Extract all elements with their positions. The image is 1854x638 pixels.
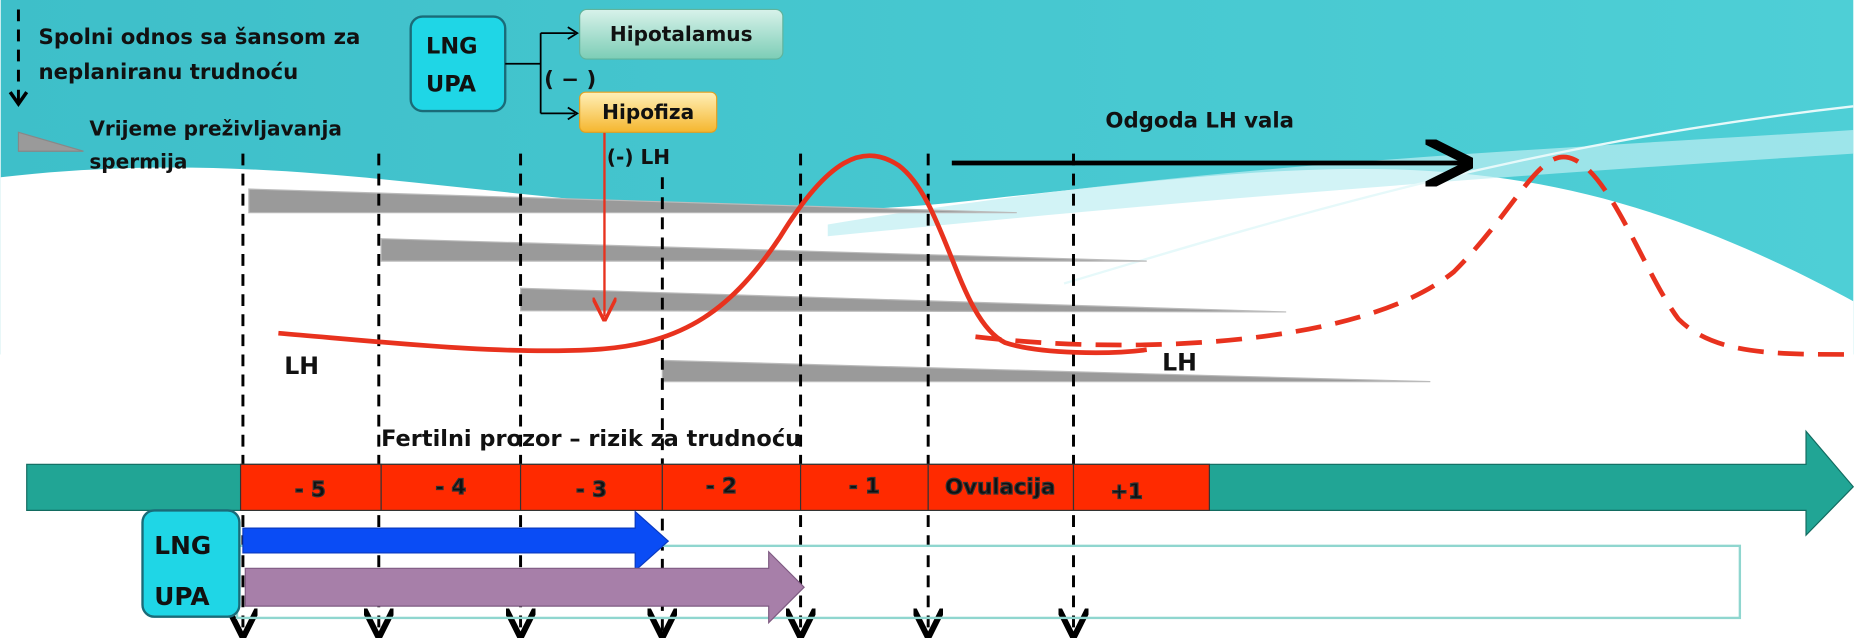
day-label: - 3 <box>576 477 607 502</box>
slide: Spolni odnos sa šansom za neplaniranu tr… <box>0 0 1854 638</box>
day-label: - 2 <box>706 474 737 499</box>
day-label: - 4 <box>435 475 466 500</box>
page: Spolni odnos sa šansom za neplaniranu tr… <box>0 0 1854 638</box>
day-label: - 1 <box>849 474 880 499</box>
delay-label: Odgoda LH vala <box>1105 109 1294 134</box>
day-label: Ovulacija <box>945 475 1055 500</box>
lh-label: LH <box>1162 348 1197 376</box>
legend-sperm: spermija <box>89 150 187 174</box>
lh-label: LH <box>284 352 319 380</box>
fertile-window: Fertilni prozor – rizik za trudnoću <box>381 426 801 452</box>
days: - 5 - 4 - 3 - 2 - 1 Ovulacija +1 <box>241 464 1210 510</box>
drug-label: UPA <box>154 582 210 611</box>
window-drugs: LNG UPA <box>142 510 239 616</box>
inhibition: ( − ) <box>544 67 596 92</box>
legend-intercourse: neplaniranu trudnoću <box>39 60 299 85</box>
legend-sperm: Vrijeme preživljavanja <box>89 116 342 140</box>
drug-label: LNG <box>154 531 211 560</box>
day-label: - 5 <box>295 477 326 502</box>
target: Hipofiza <box>602 100 694 124</box>
drug-label: LNG <box>426 34 478 60</box>
drug-label: UPA <box>426 72 477 98</box>
lh-effect: (-) LH <box>607 145 670 169</box>
target: Hipotalamus <box>610 22 753 46</box>
day-label: +1 <box>1110 480 1143 505</box>
legend-intercourse: Spolni odnos sa šansom za <box>39 25 361 50</box>
